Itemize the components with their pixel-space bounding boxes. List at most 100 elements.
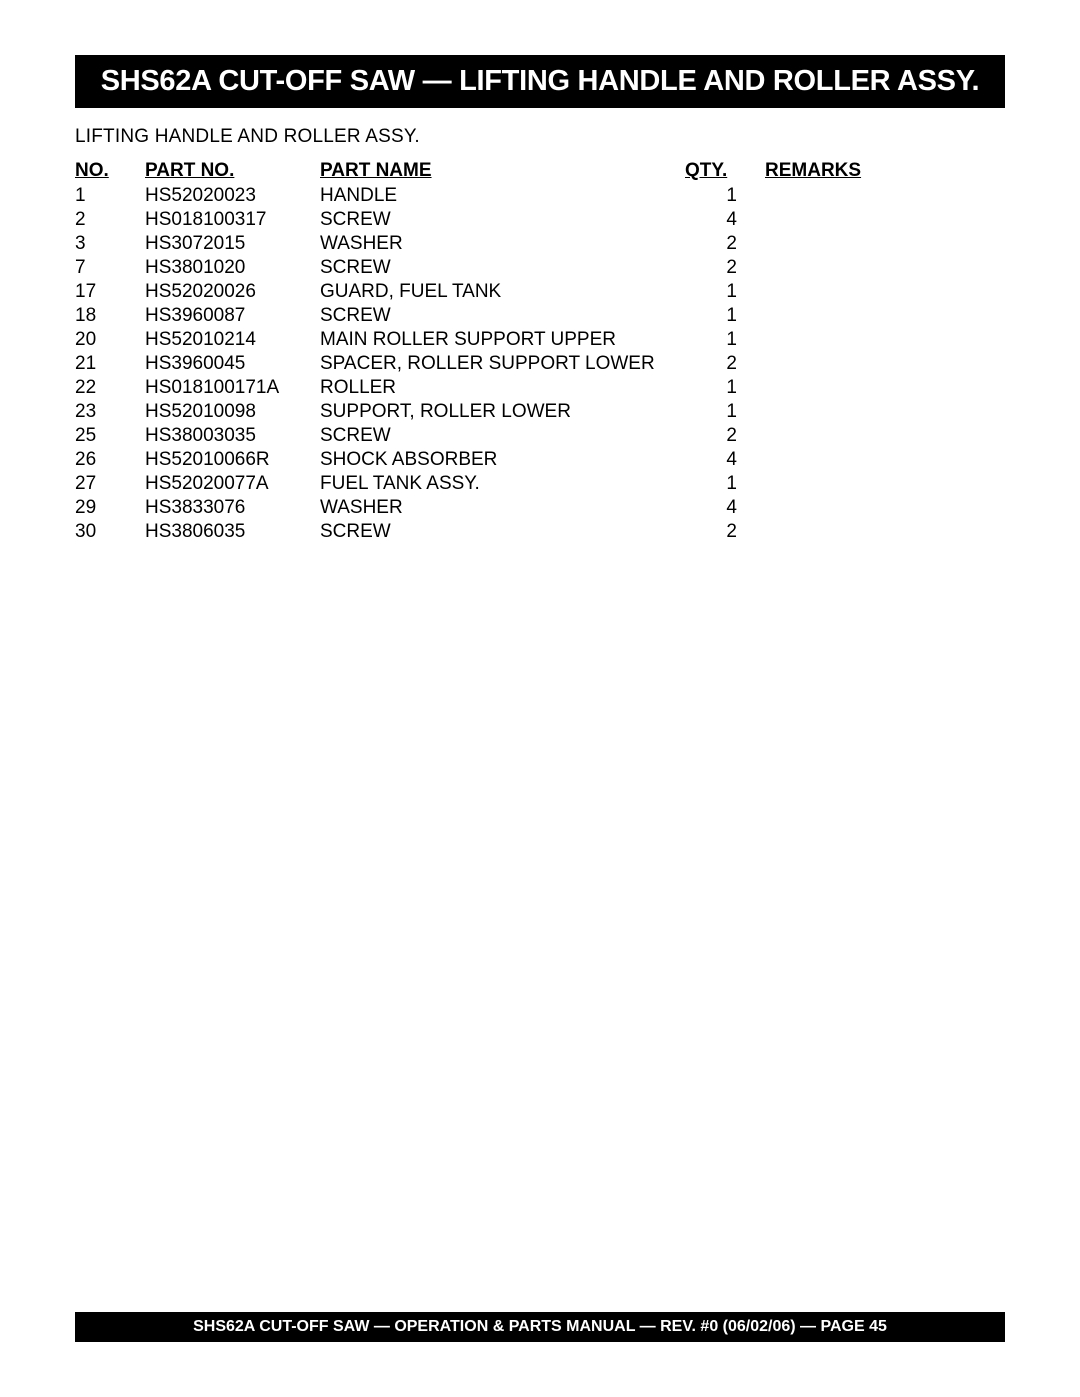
cell-qty: 1 [685, 184, 765, 208]
table-row: 1HS52020023HANDLE1 [75, 184, 915, 208]
table-header-row: NO. PART NO. PART NAME QTY. REMARKS [75, 160, 915, 184]
cell-partno: HS3833076 [145, 496, 320, 520]
footer-bar: SHS62A CUT-OFF SAW — OPERATION & PARTS M… [75, 1312, 1005, 1342]
cell-no: 21 [75, 352, 145, 376]
cell-remarks [765, 448, 915, 472]
cell-partno: HS3072015 [145, 232, 320, 256]
cell-remarks [765, 232, 915, 256]
cell-partno: HS52010066R [145, 448, 320, 472]
cell-partno: HS3960087 [145, 304, 320, 328]
table-row: 2HS018100317SCREW4 [75, 208, 915, 232]
cell-no: 1 [75, 184, 145, 208]
cell-partno: HS52010214 [145, 328, 320, 352]
cell-partname: SCREW [320, 256, 685, 280]
cell-no: 20 [75, 328, 145, 352]
cell-no: 7 [75, 256, 145, 280]
cell-no: 29 [75, 496, 145, 520]
cell-partno: HS52020077A [145, 472, 320, 496]
table-row: 27HS52020077AFUEL TANK ASSY.1 [75, 472, 915, 496]
cell-no: 30 [75, 520, 145, 544]
cell-partno: HS52010098 [145, 400, 320, 424]
cell-qty: 1 [685, 400, 765, 424]
title-bar: SHS62A CUT-OFF SAW — LIFTING HANDLE AND … [75, 55, 1005, 108]
cell-remarks [765, 328, 915, 352]
cell-remarks [765, 520, 915, 544]
cell-partname: HANDLE [320, 184, 685, 208]
cell-partname: WASHER [320, 496, 685, 520]
cell-no: 22 [75, 376, 145, 400]
cell-partno: HS52020023 [145, 184, 320, 208]
cell-remarks [765, 376, 915, 400]
cell-partno: HS3960045 [145, 352, 320, 376]
table-row: 21HS3960045SPACER, ROLLER SUPPORT LOWER2 [75, 352, 915, 376]
table-row: 18HS3960087SCREW1 [75, 304, 915, 328]
header-no: NO. [75, 160, 145, 184]
cell-no: 3 [75, 232, 145, 256]
cell-no: 17 [75, 280, 145, 304]
table-row: 7HS3801020SCREW2 [75, 256, 915, 280]
cell-qty: 4 [685, 496, 765, 520]
cell-partname: SCREW [320, 304, 685, 328]
table-row: 23HS52010098SUPPORT, ROLLER LOWER1 [75, 400, 915, 424]
cell-qty: 4 [685, 448, 765, 472]
cell-partname: SCREW [320, 520, 685, 544]
cell-partname: SHOCK ABSORBER [320, 448, 685, 472]
footer-text: SHS62A CUT-OFF SAW — OPERATION & PARTS M… [193, 1318, 887, 1335]
cell-partno: HS52020026 [145, 280, 320, 304]
table-row: 30HS3806035SCREW2 [75, 520, 915, 544]
header-qty: QTY. [685, 160, 765, 184]
header-partno: PART NO. [145, 160, 320, 184]
cell-qty: 2 [685, 520, 765, 544]
cell-partname: SCREW [320, 424, 685, 448]
cell-remarks [765, 256, 915, 280]
cell-partname: SPACER, ROLLER SUPPORT LOWER [320, 352, 685, 376]
cell-remarks [765, 280, 915, 304]
cell-remarks [765, 472, 915, 496]
parts-table: NO. PART NO. PART NAME QTY. REMARKS 1HS5… [75, 160, 915, 544]
cell-qty: 4 [685, 208, 765, 232]
cell-remarks [765, 424, 915, 448]
cell-partname: SUPPORT, ROLLER LOWER [320, 400, 685, 424]
cell-partno: HS018100317 [145, 208, 320, 232]
cell-remarks [765, 352, 915, 376]
cell-partname: FUEL TANK ASSY. [320, 472, 685, 496]
table-row: 17HS52020026GUARD, FUEL TANK1 [75, 280, 915, 304]
header-remarks: REMARKS [765, 160, 915, 184]
header-partname: PART NAME [320, 160, 685, 184]
cell-partno: HS3806035 [145, 520, 320, 544]
cell-remarks [765, 400, 915, 424]
cell-qty: 2 [685, 256, 765, 280]
cell-partname: GUARD, FUEL TANK [320, 280, 685, 304]
cell-partname: WASHER [320, 232, 685, 256]
cell-qty: 1 [685, 280, 765, 304]
cell-remarks [765, 304, 915, 328]
page-title: SHS62A CUT-OFF SAW — LIFTING HANDLE AND … [101, 65, 980, 97]
cell-no: 27 [75, 472, 145, 496]
cell-remarks [765, 184, 915, 208]
cell-qty: 2 [685, 424, 765, 448]
cell-no: 26 [75, 448, 145, 472]
cell-qty: 2 [685, 232, 765, 256]
cell-remarks [765, 208, 915, 232]
cell-partno: HS018100171A [145, 376, 320, 400]
table-row: 29HS3833076WASHER4 [75, 496, 915, 520]
table-row: 25HS38003035SCREW2 [75, 424, 915, 448]
cell-partname: ROLLER [320, 376, 685, 400]
table-row: 20HS52010214MAIN ROLLER SUPPORT UPPER1 [75, 328, 915, 352]
cell-no: 25 [75, 424, 145, 448]
table-body: 1HS52020023HANDLE12HS018100317SCREW43HS3… [75, 184, 915, 544]
cell-partname: SCREW [320, 208, 685, 232]
cell-qty: 1 [685, 328, 765, 352]
cell-partno: HS3801020 [145, 256, 320, 280]
cell-no: 23 [75, 400, 145, 424]
subtitle: LIFTING HANDLE AND ROLLER ASSY. [75, 126, 1005, 148]
table-row: 26HS52010066RSHOCK ABSORBER4 [75, 448, 915, 472]
cell-partno: HS38003035 [145, 424, 320, 448]
cell-no: 18 [75, 304, 145, 328]
cell-partname: MAIN ROLLER SUPPORT UPPER [320, 328, 685, 352]
cell-no: 2 [75, 208, 145, 232]
cell-qty: 1 [685, 304, 765, 328]
cell-qty: 2 [685, 352, 765, 376]
cell-qty: 1 [685, 376, 765, 400]
table-row: 22HS018100171AROLLER1 [75, 376, 915, 400]
